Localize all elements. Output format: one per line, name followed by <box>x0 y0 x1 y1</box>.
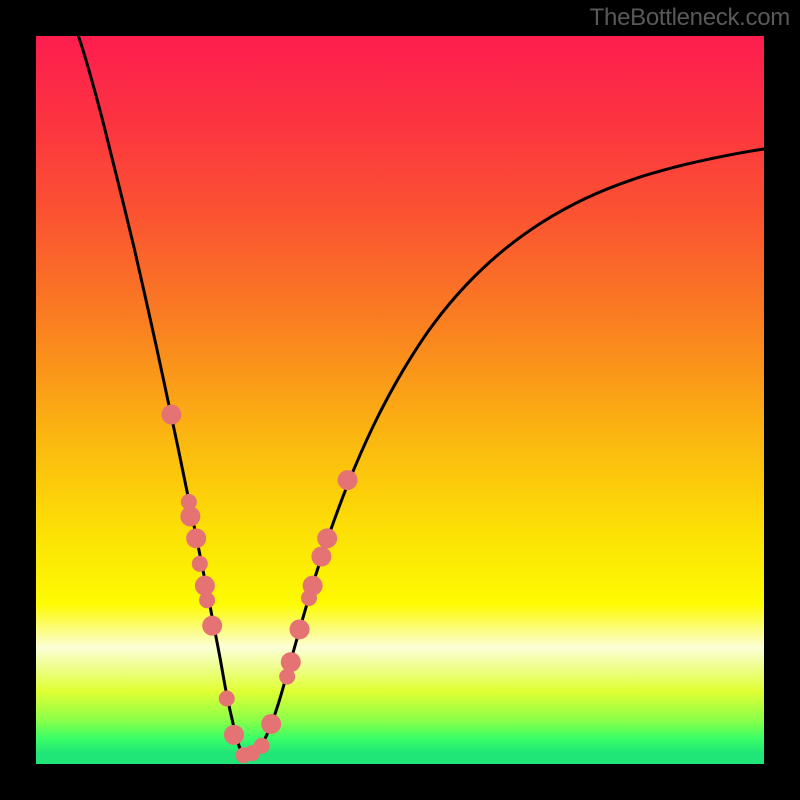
chart-background <box>36 36 764 764</box>
data-marker <box>311 547 331 567</box>
data-marker <box>290 619 310 639</box>
data-marker <box>219 690 235 706</box>
watermark-text: TheBottleneck.com <box>590 4 790 32</box>
data-marker <box>180 506 200 526</box>
data-marker <box>192 556 208 572</box>
data-marker <box>224 725 244 745</box>
data-marker <box>303 576 323 596</box>
data-marker <box>186 528 206 548</box>
chart-root: TheBottleneck.com <box>0 0 800 800</box>
data-marker <box>281 652 301 672</box>
data-marker <box>338 470 358 490</box>
data-marker <box>161 405 181 425</box>
data-marker <box>261 714 281 734</box>
data-marker <box>317 528 337 548</box>
data-marker <box>254 738 270 754</box>
data-marker <box>202 616 222 636</box>
bottleneck-chart <box>0 0 800 800</box>
data-marker <box>199 592 215 608</box>
